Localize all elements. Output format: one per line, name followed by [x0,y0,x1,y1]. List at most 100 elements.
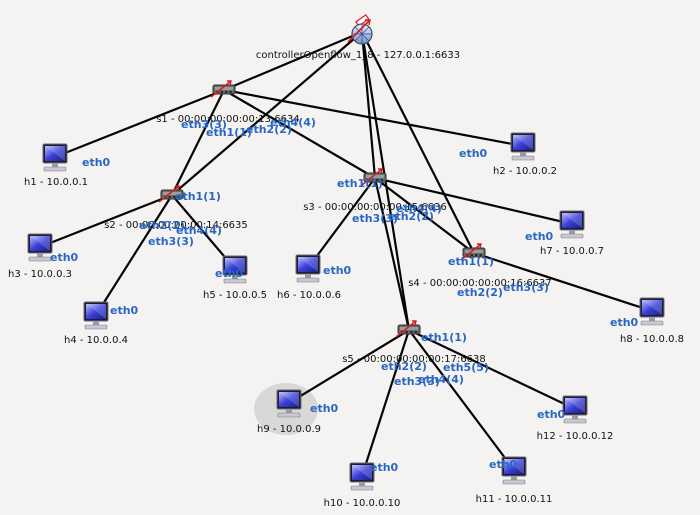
host-node-h5[interactable] [222,255,248,284]
port-label: eth5(5) [443,361,489,374]
link-s4-h8[interactable] [472,251,654,313]
port-label: eth0 [459,147,488,160]
port-label: eth4(4) [418,373,464,386]
host-label-h8: h8 - 10.0.0.8 [620,334,684,345]
openflow-switch-icon [158,185,184,203]
host-node-h1[interactable] [42,143,68,172]
host-node-h10[interactable] [349,462,375,491]
openflow-switch-icon [361,168,387,186]
link-s1-s3[interactable] [222,88,377,180]
switch-node-s3[interactable] [361,168,387,186]
port-label: eth4(4) [270,116,316,129]
host-node-h11[interactable] [501,456,527,485]
link-s2-h4[interactable] [94,193,174,317]
link-s5-h11[interactable] [407,328,516,472]
switch-label-s1: s1 - 00:00:00:00:00:13:6634 [156,114,300,125]
switch-label-s5: s5 - 00:00:00:00:00:17:6638 [342,354,486,365]
link-s1-h1[interactable] [53,88,226,159]
host-computer-icon [295,254,321,283]
port-label: eth0 [50,251,79,264]
host-label-h6: h6 - 10.0.0.6 [277,290,341,301]
host-node-h4[interactable] [83,301,109,330]
switch-node-s4[interactable] [460,243,486,261]
port-label: eth2(2) [381,360,427,373]
port-label: eth3(3) [352,212,398,225]
host-computer-icon [639,297,665,326]
link-s1-h2[interactable] [222,88,525,148]
host-label-h10: h10 - 10.0.0.10 [324,498,401,509]
switch-label-s2: s2 - 00:00:00:00:00:14:6635 [104,220,248,231]
port-label: eth0 [82,156,111,169]
port-label: eth1(1) [421,331,467,344]
port-label: eth2(2) [457,286,503,299]
link-s3-s5[interactable] [373,176,411,332]
port-label: eth3(3) [181,118,227,131]
host-label-h11: h11 - 10.0.0.11 [476,494,553,505]
host-node-h12[interactable] [562,395,588,424]
host-node-h8[interactable] [639,297,665,326]
host-computer-icon [276,389,302,418]
port-label: eth0 [215,267,244,280]
port-label: eth0 [610,316,639,329]
host-label-h9: h9 - 10.0.0.9 [257,424,321,435]
port-label: eth0 [323,264,352,277]
switch-node-s2[interactable] [158,185,184,203]
controller-node[interactable] [347,14,373,45]
link-controller-s1[interactable] [222,30,364,92]
host-node-h2[interactable] [510,132,536,161]
link-s3-h7[interactable] [373,176,574,226]
host-computer-icon [562,395,588,424]
port-label: eth4(4) [396,202,442,215]
port-label: eth1(1) [175,190,221,203]
link-controller-s2[interactable] [170,30,364,197]
host-computer-icon [349,462,375,491]
host-label-h1: h1 - 10.0.0.1 [24,177,88,188]
port-label: eth0 [110,304,139,317]
switch-node-s5[interactable] [395,320,421,338]
link-s2-h3[interactable] [38,193,174,249]
openflow-switch-icon [460,243,486,261]
port-label: eth1(1) [337,177,383,190]
port-label: eth3(3) [394,375,440,388]
port-label: eth3(3) [503,281,549,294]
host-computer-icon [83,301,109,330]
host-node-h3[interactable] [27,233,53,262]
port-label: eth3(3) [148,235,194,248]
host-computer-icon [559,210,585,239]
link-s5-h12[interactable] [407,328,577,411]
port-label: eth0 [489,458,518,471]
nodes-layer: controllerOpenflow_1_8 - 127.0.0.1:6633 s… [8,14,684,509]
link-s1-s2[interactable] [170,88,226,197]
host-computer-icon [510,132,536,161]
port-label: eth0 [525,230,554,243]
link-s3-h6[interactable] [306,176,377,270]
port-label: eth2(2) [388,210,434,223]
link-controller-s4[interactable] [360,30,476,255]
port-labels-layer: eth0 eth0 eth0 eth0 eth0 eth0 eth0 eth0 eth0 eth0… [50,116,639,474]
host-label-h12: h12 - 10.0.0.12 [537,431,614,442]
port-label: eth1(1) [206,126,252,139]
link-s5-h10[interactable] [360,328,411,478]
controller-label: controllerOpenflow_1_8 - 127.0.0.1:6633 [256,50,460,61]
port-label: eth2(2) [246,123,292,136]
host-label-h4: h4 - 10.0.0.4 [64,335,128,346]
openflow-controller-icon [347,14,373,45]
host-label-h5: h5 - 10.0.0.5 [203,290,267,301]
host-label-h3: h3 - 10.0.0.3 [8,269,72,280]
host-node-h7[interactable] [559,210,585,239]
port-label: eth0 [537,408,566,421]
link-controller-s3[interactable] [360,30,377,180]
openflow-switch-icon [210,80,236,98]
link-s5-h9[interactable] [287,328,411,405]
openflow-switch-icon [395,320,421,338]
host-label-h2: h2 - 10.0.0.2 [493,166,557,177]
host-node-h9[interactable] [276,389,302,418]
host-node-h6[interactable] [295,254,321,283]
switch-node-s1[interactable] [210,80,236,98]
port-label: eth0 [310,402,339,415]
port-label: eth2(2) [139,219,185,232]
port-label: eth0 [370,461,399,474]
link-s3-s4[interactable] [373,176,476,255]
switch-label-s3: s3 - 00:00:00:00:00:15:6636 [303,202,447,213]
